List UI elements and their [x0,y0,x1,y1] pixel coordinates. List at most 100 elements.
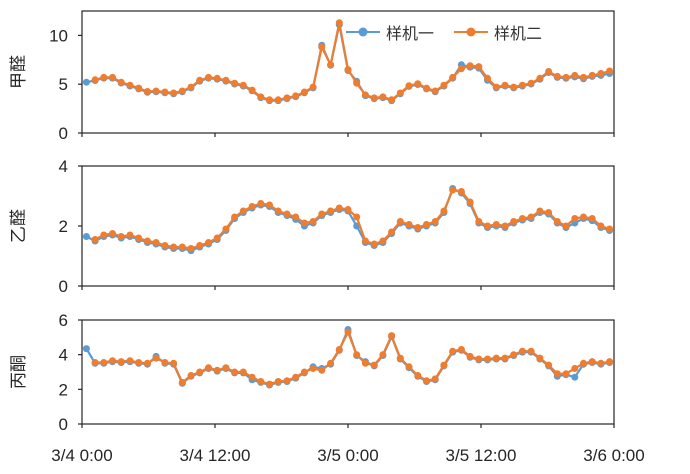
data-point [588,215,596,222]
data-point [396,354,404,362]
data-point [292,213,300,221]
data-point [222,364,230,372]
y-tick-label: 0 [59,124,68,143]
data-point [309,83,317,91]
data-point [222,76,230,84]
data-point [562,370,570,378]
data-point [335,346,343,353]
data-point [396,218,404,225]
data-point [170,89,178,97]
data-point [580,213,587,221]
data-point [449,186,457,194]
data-point [571,71,579,79]
data-point [388,332,396,340]
y-tick-label: 2 [59,217,68,236]
data-point [388,96,396,104]
data-point [161,88,169,96]
data-point [536,207,544,215]
data-point [205,73,212,81]
data-point [518,347,526,355]
data-point [536,354,544,362]
data-point [82,233,90,240]
y-axis-title: 丙酮 [9,355,28,389]
data-point [466,62,474,70]
data-point [606,358,614,366]
data-point [580,73,587,81]
data-point [492,354,500,362]
data-point [501,354,509,362]
data-point [231,368,239,376]
series-markers-样机二 [91,186,614,252]
data-point [300,368,308,376]
y-tick-label: 2 [59,380,68,399]
data-point [388,228,396,236]
data-point [606,67,614,75]
data-point [405,363,413,371]
data-point [309,218,317,225]
data-point [431,375,439,383]
data-point [457,346,465,353]
data-point [344,66,352,74]
data-point [527,79,535,87]
data-point [222,225,230,233]
data-point [545,68,553,75]
data-point [562,222,570,230]
data-point [518,215,526,222]
data-point [161,242,169,249]
data-point [335,19,343,27]
data-point [361,237,369,245]
legend-label-prototype-1: 样机一 [386,26,435,43]
data-point [100,359,108,366]
data-point [475,63,483,71]
data-point [545,209,553,216]
data-point [266,380,273,388]
data-point [379,351,387,359]
data-point [117,358,125,366]
data-point [126,357,134,365]
data-point [379,237,387,245]
data-point [423,221,430,228]
data-point [405,221,413,228]
data-point [91,236,99,243]
data-point [327,61,335,69]
data-point [274,378,282,385]
data-point [178,87,186,95]
data-point [135,84,143,92]
data-point [231,79,239,87]
data-point [283,377,291,385]
data-point [423,377,430,385]
data-point [588,358,596,366]
data-point [152,354,160,362]
data-point [562,73,570,81]
data-point [370,361,378,369]
data-point [100,73,108,81]
data-point [283,94,291,102]
data-point [536,74,544,82]
data-point [527,213,535,221]
chart-乙醛: 0 2 4 乙醛 [9,157,615,296]
data-point [545,361,553,369]
data-point [466,198,474,206]
data-point [484,74,491,82]
data-point [266,201,273,209]
data-point [353,79,361,87]
data-point [318,210,326,218]
data-point [457,188,465,195]
data-point [449,347,457,355]
data-point [178,243,186,251]
data-point [143,88,151,95]
series-markers-样机二 [91,19,614,104]
x-tick-label: 3/4 12:00 [180,446,251,465]
data-point [135,359,143,366]
data-point [396,89,404,97]
data-point [405,82,413,90]
data-point [318,43,326,51]
data-point [91,76,99,84]
data-point [553,218,561,225]
data-point [187,372,195,379]
data-point [109,230,116,237]
data-point [440,81,448,89]
data-point [187,83,195,91]
